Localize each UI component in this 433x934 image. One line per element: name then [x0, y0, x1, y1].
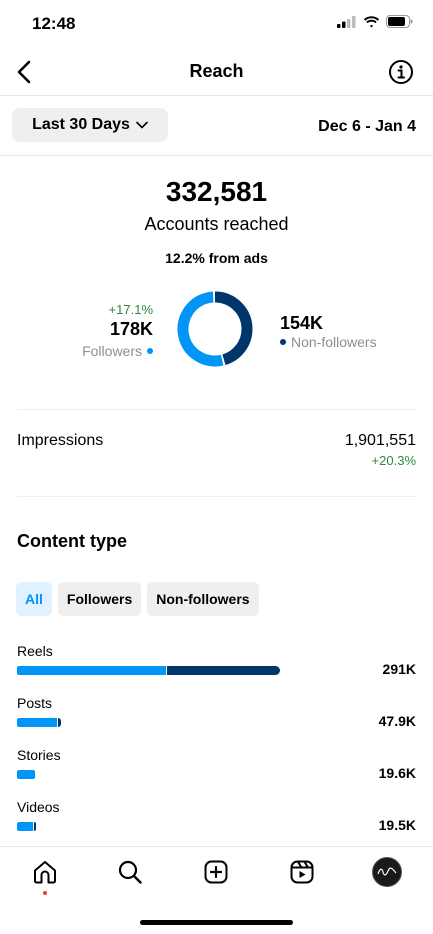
home-notification-dot	[43, 891, 47, 895]
status-icons	[337, 15, 413, 28]
content-type-title: Content type	[17, 531, 127, 551]
bar-followers-segment	[17, 822, 34, 831]
wifi-icon	[363, 15, 380, 27]
date-range-dropdown-label: Last 30 Days	[32, 116, 130, 133]
battery-icon	[386, 15, 413, 28]
home-indicator	[140, 920, 293, 925]
accounts-reached-total: 332,581	[165, 176, 268, 207]
divider	[17, 496, 416, 497]
tab-non-followers[interactable]: Non-followers	[147, 582, 259, 616]
non-followers-value: 154K	[280, 313, 324, 333]
content-type-bar	[17, 718, 279, 727]
chevron-down-icon	[136, 121, 148, 129]
content-type-bar	[17, 666, 280, 675]
followers-label: Followers	[82, 343, 142, 359]
followers-value: 178K	[109, 319, 153, 339]
content-type-value: 19.5K	[378, 817, 416, 833]
home-icon	[34, 861, 56, 884]
info-icon	[389, 60, 413, 84]
profile-avatar	[372, 857, 402, 887]
tab-create[interactable]	[201, 857, 231, 887]
impressions-label: Impressions	[17, 432, 104, 449]
non-followers-legend-dot	[280, 339, 286, 345]
bottom-tab-bar	[0, 846, 433, 906]
impressions-change: +20.3%	[371, 453, 416, 468]
bar-non-followers-segment	[166, 666, 280, 675]
tab-profile[interactable]	[372, 857, 402, 887]
cellular-signal-icon	[337, 15, 356, 28]
profile-logo-icon	[377, 867, 397, 876]
content-type-tabs: All Followers Non-followers	[16, 582, 259, 616]
status-time: 12:48	[32, 14, 76, 33]
accounts-reached-label: Accounts reached	[144, 214, 289, 234]
search-icon	[118, 860, 142, 884]
info-button[interactable]	[387, 58, 415, 86]
content-type-label: Posts	[17, 695, 53, 711]
date-range-dropdown[interactable]: Last 30 Days	[12, 108, 168, 142]
content-type-bar	[17, 770, 279, 779]
content-type-value: 19.6K	[378, 765, 416, 781]
ads-share-note: 12.2% from ads	[165, 250, 268, 266]
followers-legend: Followers	[82, 343, 153, 359]
status-bar: 12:48	[0, 0, 433, 48]
bar-non-followers-segment	[34, 822, 36, 831]
tab-search[interactable]	[115, 857, 145, 887]
bar-followers-segment	[17, 666, 166, 675]
reels-icon	[290, 860, 314, 884]
create-icon	[204, 860, 228, 884]
tab-home[interactable]	[30, 857, 60, 887]
nav-header: Reach	[0, 48, 433, 96]
bar-followers-segment	[17, 718, 57, 727]
non-followers-label: Non-followers	[291, 334, 377, 350]
bar-non-followers-segment	[57, 718, 62, 727]
page-title: Reach	[189, 61, 244, 81]
content-type-bar	[17, 822, 279, 831]
content-type-label: Stories	[17, 747, 61, 763]
followers-legend-dot	[147, 348, 153, 354]
reach-donut-chart	[177, 291, 253, 367]
chevron-left-icon	[17, 60, 31, 84]
impressions-value: 1,901,551	[344, 432, 416, 449]
tab-reels[interactable]	[287, 857, 317, 887]
content-type-label: Reels	[17, 643, 53, 659]
content-type-label: Videos	[17, 799, 60, 815]
donut-non-followers-arc	[177, 291, 253, 367]
back-button[interactable]	[10, 58, 38, 86]
bar-followers-segment	[17, 770, 35, 779]
divider	[17, 409, 416, 410]
non-followers-legend: Non-followers	[280, 334, 377, 350]
content-type-value: 47.9K	[378, 713, 416, 729]
filter-row: Last 30 Days Dec 6 - Jan 4	[0, 96, 433, 156]
tab-all[interactable]: All	[16, 582, 52, 616]
content-type-value: 291K	[382, 661, 416, 677]
date-range-text: Dec 6 - Jan 4	[318, 118, 416, 135]
tab-followers[interactable]: Followers	[57, 582, 142, 616]
followers-change: +17.1%	[108, 302, 153, 317]
